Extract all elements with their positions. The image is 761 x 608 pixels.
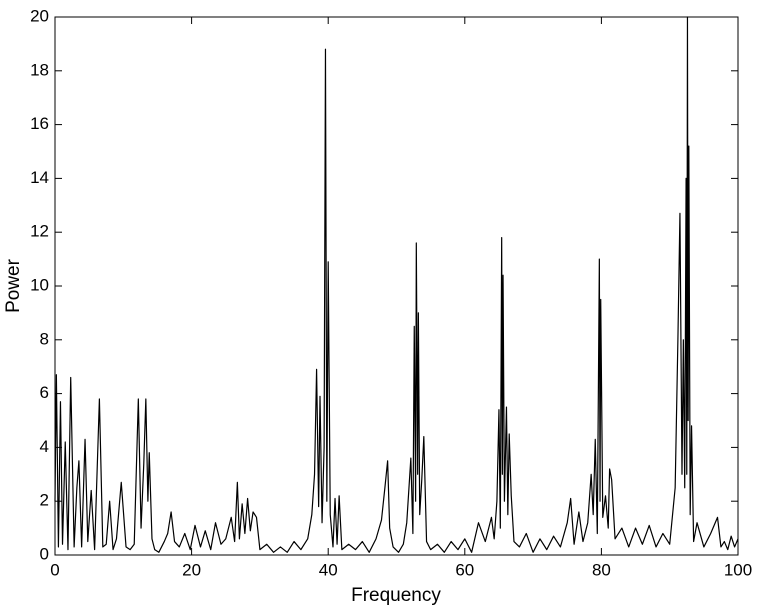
x-axis-label: Frequency bbox=[351, 585, 441, 606]
plot-frame bbox=[54, 16, 739, 556]
x-tick-label: 80 bbox=[592, 560, 611, 579]
x-tick-label: 20 bbox=[182, 560, 201, 579]
y-tick-label: 20 bbox=[30, 6, 49, 25]
x-tick-label: 100 bbox=[724, 560, 752, 579]
y-tick-label: 14 bbox=[30, 168, 49, 187]
y-tick-label: 12 bbox=[30, 222, 49, 241]
y-tick-label: 4 bbox=[40, 437, 49, 456]
x-tick-label: 0 bbox=[50, 560, 59, 579]
x-tick-label: 60 bbox=[455, 560, 474, 579]
line-series bbox=[54, 16, 739, 553]
y-tick-label: 16 bbox=[30, 114, 49, 133]
y-axis-label: Power bbox=[3, 258, 24, 313]
y-tick-label: 0 bbox=[40, 544, 49, 563]
y-tick-label: 2 bbox=[40, 491, 49, 510]
x-tick-label: 40 bbox=[319, 560, 338, 579]
y-tick-label: 6 bbox=[40, 383, 49, 402]
y-tick-label: 18 bbox=[30, 60, 49, 79]
y-tick-label: 10 bbox=[30, 275, 49, 294]
y-tick-label: 8 bbox=[40, 329, 49, 348]
